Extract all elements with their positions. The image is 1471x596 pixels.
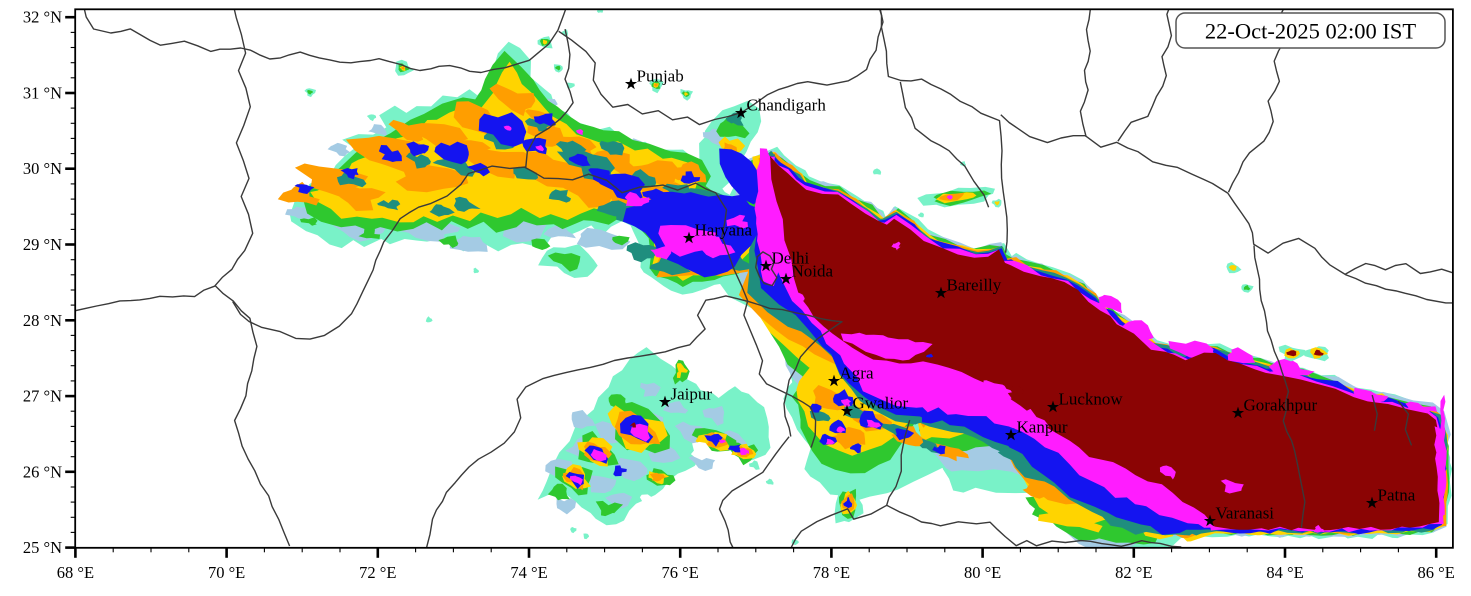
svg-text:Bareilly: Bareilly	[947, 276, 1002, 295]
svg-text:28 °N: 28 °N	[23, 311, 62, 330]
svg-text:Punjab: Punjab	[637, 67, 684, 86]
svg-text:78 °E: 78 °E	[813, 563, 850, 582]
svg-text:68 °E: 68 °E	[57, 563, 94, 582]
svg-text:80 °E: 80 °E	[964, 563, 1001, 582]
svg-text:76 °E: 76 °E	[662, 563, 699, 582]
svg-text:84 °E: 84 °E	[1266, 563, 1303, 582]
svg-text:Agra: Agra	[840, 364, 874, 383]
svg-text:Gwalior: Gwalior	[853, 394, 909, 413]
svg-text:Kanpur: Kanpur	[1017, 418, 1068, 437]
svg-text:Patna: Patna	[1378, 486, 1416, 505]
svg-text:27 °N: 27 °N	[23, 387, 62, 406]
svg-text:86 °E: 86 °E	[1418, 563, 1455, 582]
svg-text:31 °N: 31 °N	[23, 84, 62, 103]
svg-text:26 °N: 26 °N	[23, 462, 62, 481]
svg-text:25 °N: 25 °N	[23, 538, 62, 557]
svg-text:Varanasi: Varanasi	[1216, 504, 1275, 523]
svg-text:Haryana: Haryana	[695, 221, 753, 240]
svg-text:32 °N: 32 °N	[23, 8, 62, 27]
svg-text:74 °E: 74 °E	[510, 563, 547, 582]
svg-text:22-Oct-2025 02:00 IST: 22-Oct-2025 02:00 IST	[1205, 19, 1416, 44]
svg-text:Delhi: Delhi	[772, 249, 810, 268]
svg-text:Chandigarh: Chandigarh	[747, 96, 827, 115]
svg-text:30 °N: 30 °N	[23, 159, 62, 178]
svg-text:Jaipur: Jaipur	[671, 385, 713, 404]
svg-text:Noida: Noida	[792, 262, 834, 281]
svg-text:70 °E: 70 °E	[208, 563, 245, 582]
svg-text:72 °E: 72 °E	[359, 563, 396, 582]
svg-text:Gorakhpur: Gorakhpur	[1244, 396, 1318, 415]
svg-text:29 °N: 29 °N	[23, 235, 62, 254]
svg-text:82 °E: 82 °E	[1115, 563, 1152, 582]
svg-text:Lucknow: Lucknow	[1059, 390, 1124, 409]
